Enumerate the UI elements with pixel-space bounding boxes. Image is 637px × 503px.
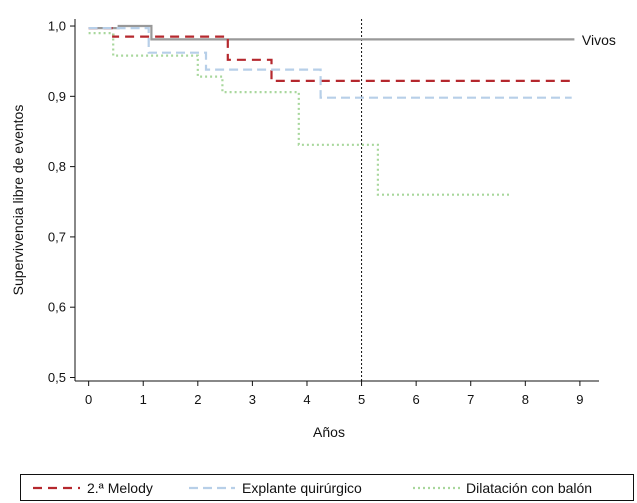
x-tick-label-0: 0 xyxy=(85,392,92,407)
y-tick-label-0,9: 0,9 xyxy=(48,89,66,104)
y-ticks: 0,5 0,6 0,7 0,8 0,9 1,0 xyxy=(48,19,75,385)
x-tick-label-9: 9 xyxy=(576,392,583,407)
legend: 2.ª Melody Explante quirúrgico Dilatación … xyxy=(20,474,634,501)
legend-box xyxy=(20,474,634,501)
y-tick-label-0,6: 0,6 xyxy=(48,300,66,315)
series-line-dilatación-con-balón xyxy=(88,31,512,196)
y-tick-label-0,5: 0,5 xyxy=(48,370,66,385)
y-tick-label-0,8: 0,8 xyxy=(48,159,66,174)
x-tick-label-3: 3 xyxy=(249,392,256,407)
x-axis-title: Años xyxy=(313,424,345,440)
y-axis-title: Supervivencia libre de eventos xyxy=(10,105,26,296)
x-tick-label-8: 8 xyxy=(522,392,529,407)
y-tick-label-1,0: 1,0 xyxy=(48,19,66,34)
y-tick-label-0,7: 0,7 xyxy=(48,229,66,244)
x-tick-label-7: 7 xyxy=(467,392,474,407)
series-line-vivos xyxy=(88,24,575,41)
series-line-2-melody xyxy=(88,27,572,83)
legend-label-1: Explante quirúrgico xyxy=(242,480,362,496)
x-tick-label-4: 4 xyxy=(303,392,310,407)
series-layer xyxy=(88,24,575,196)
legend-label-2: Dilatación con balón xyxy=(466,480,592,496)
series-line-explante-quirúrgico xyxy=(88,27,572,99)
legend-label-0: 2.ª Melody xyxy=(87,480,153,496)
x-tick-label-1: 1 xyxy=(140,392,147,407)
x-tick-label-2: 2 xyxy=(194,392,201,407)
axes xyxy=(74,19,599,382)
x-tick-label-6: 6 xyxy=(413,392,420,407)
x-ticks: 0 1 2 3 4 5 6 7 8 9 xyxy=(85,381,584,407)
x-tick-label-5: 5 xyxy=(358,392,365,407)
vivos-annotation: Vivos xyxy=(582,32,616,48)
legend-items: 2.ª Melody Explante quirúrgico Dilatación … xyxy=(33,480,592,496)
